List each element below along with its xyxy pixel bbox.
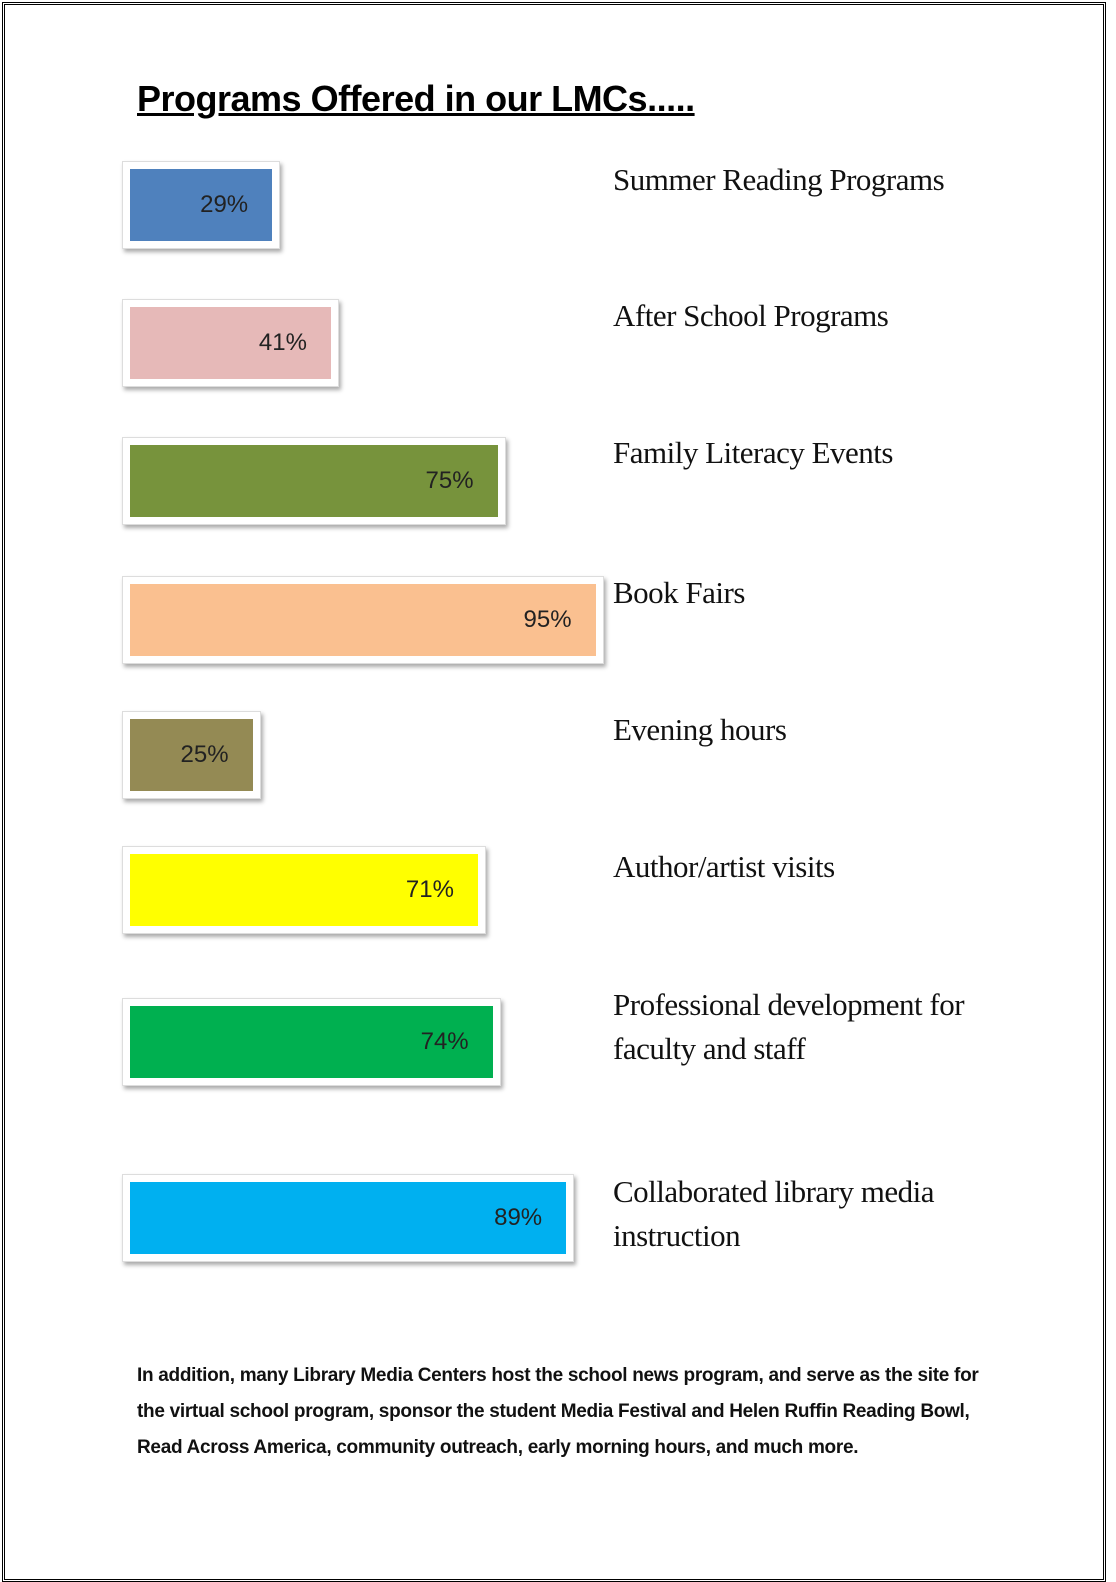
bar (130, 307, 331, 379)
category-label: Family Literacy Events (613, 435, 893, 470)
value-label: 29% (200, 191, 249, 218)
bar (130, 169, 273, 241)
bar (130, 445, 498, 517)
bar (130, 1006, 493, 1078)
bar (130, 719, 253, 791)
value-label: 89% (494, 1204, 543, 1231)
category-label: Professional development for faculty and… (613, 987, 965, 1066)
category-label: Summer Reading Programs (613, 162, 945, 197)
category-label: Evening hours (613, 712, 787, 747)
category-label: After School Programs (613, 298, 889, 333)
value-label: 41% (258, 329, 307, 356)
value-label: 75% (425, 467, 474, 494)
bar (130, 584, 596, 656)
chart-title: Programs Offered in our LMCs..... (137, 78, 695, 119)
value-label: 71% (405, 876, 454, 903)
category-label: Collaborated library media instruction (613, 1174, 935, 1253)
value-label: 95% (523, 606, 572, 633)
footnote: In addition, many Library Media Centers … (137, 1365, 979, 1458)
category-label: Author/artist visits (613, 849, 835, 884)
value-label: 74% (420, 1028, 469, 1055)
bar (130, 1182, 567, 1254)
value-label: 25% (180, 741, 229, 768)
category-label: Book Fairs (613, 575, 745, 610)
bar (130, 854, 478, 926)
